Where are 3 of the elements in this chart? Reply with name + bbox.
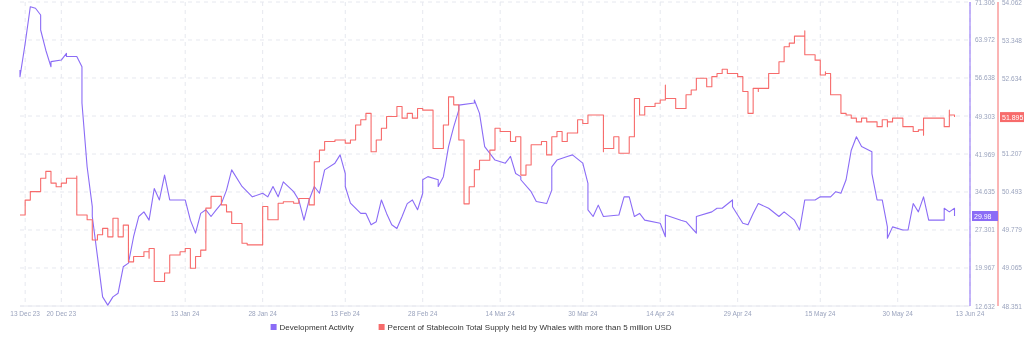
line-series: [19, 6, 956, 306]
legend-label: Percent of Stablecoin Total Supply held by Whales with more than 5 million USD: [387, 323, 672, 332]
legend-label: Development Activity: [279, 323, 354, 332]
